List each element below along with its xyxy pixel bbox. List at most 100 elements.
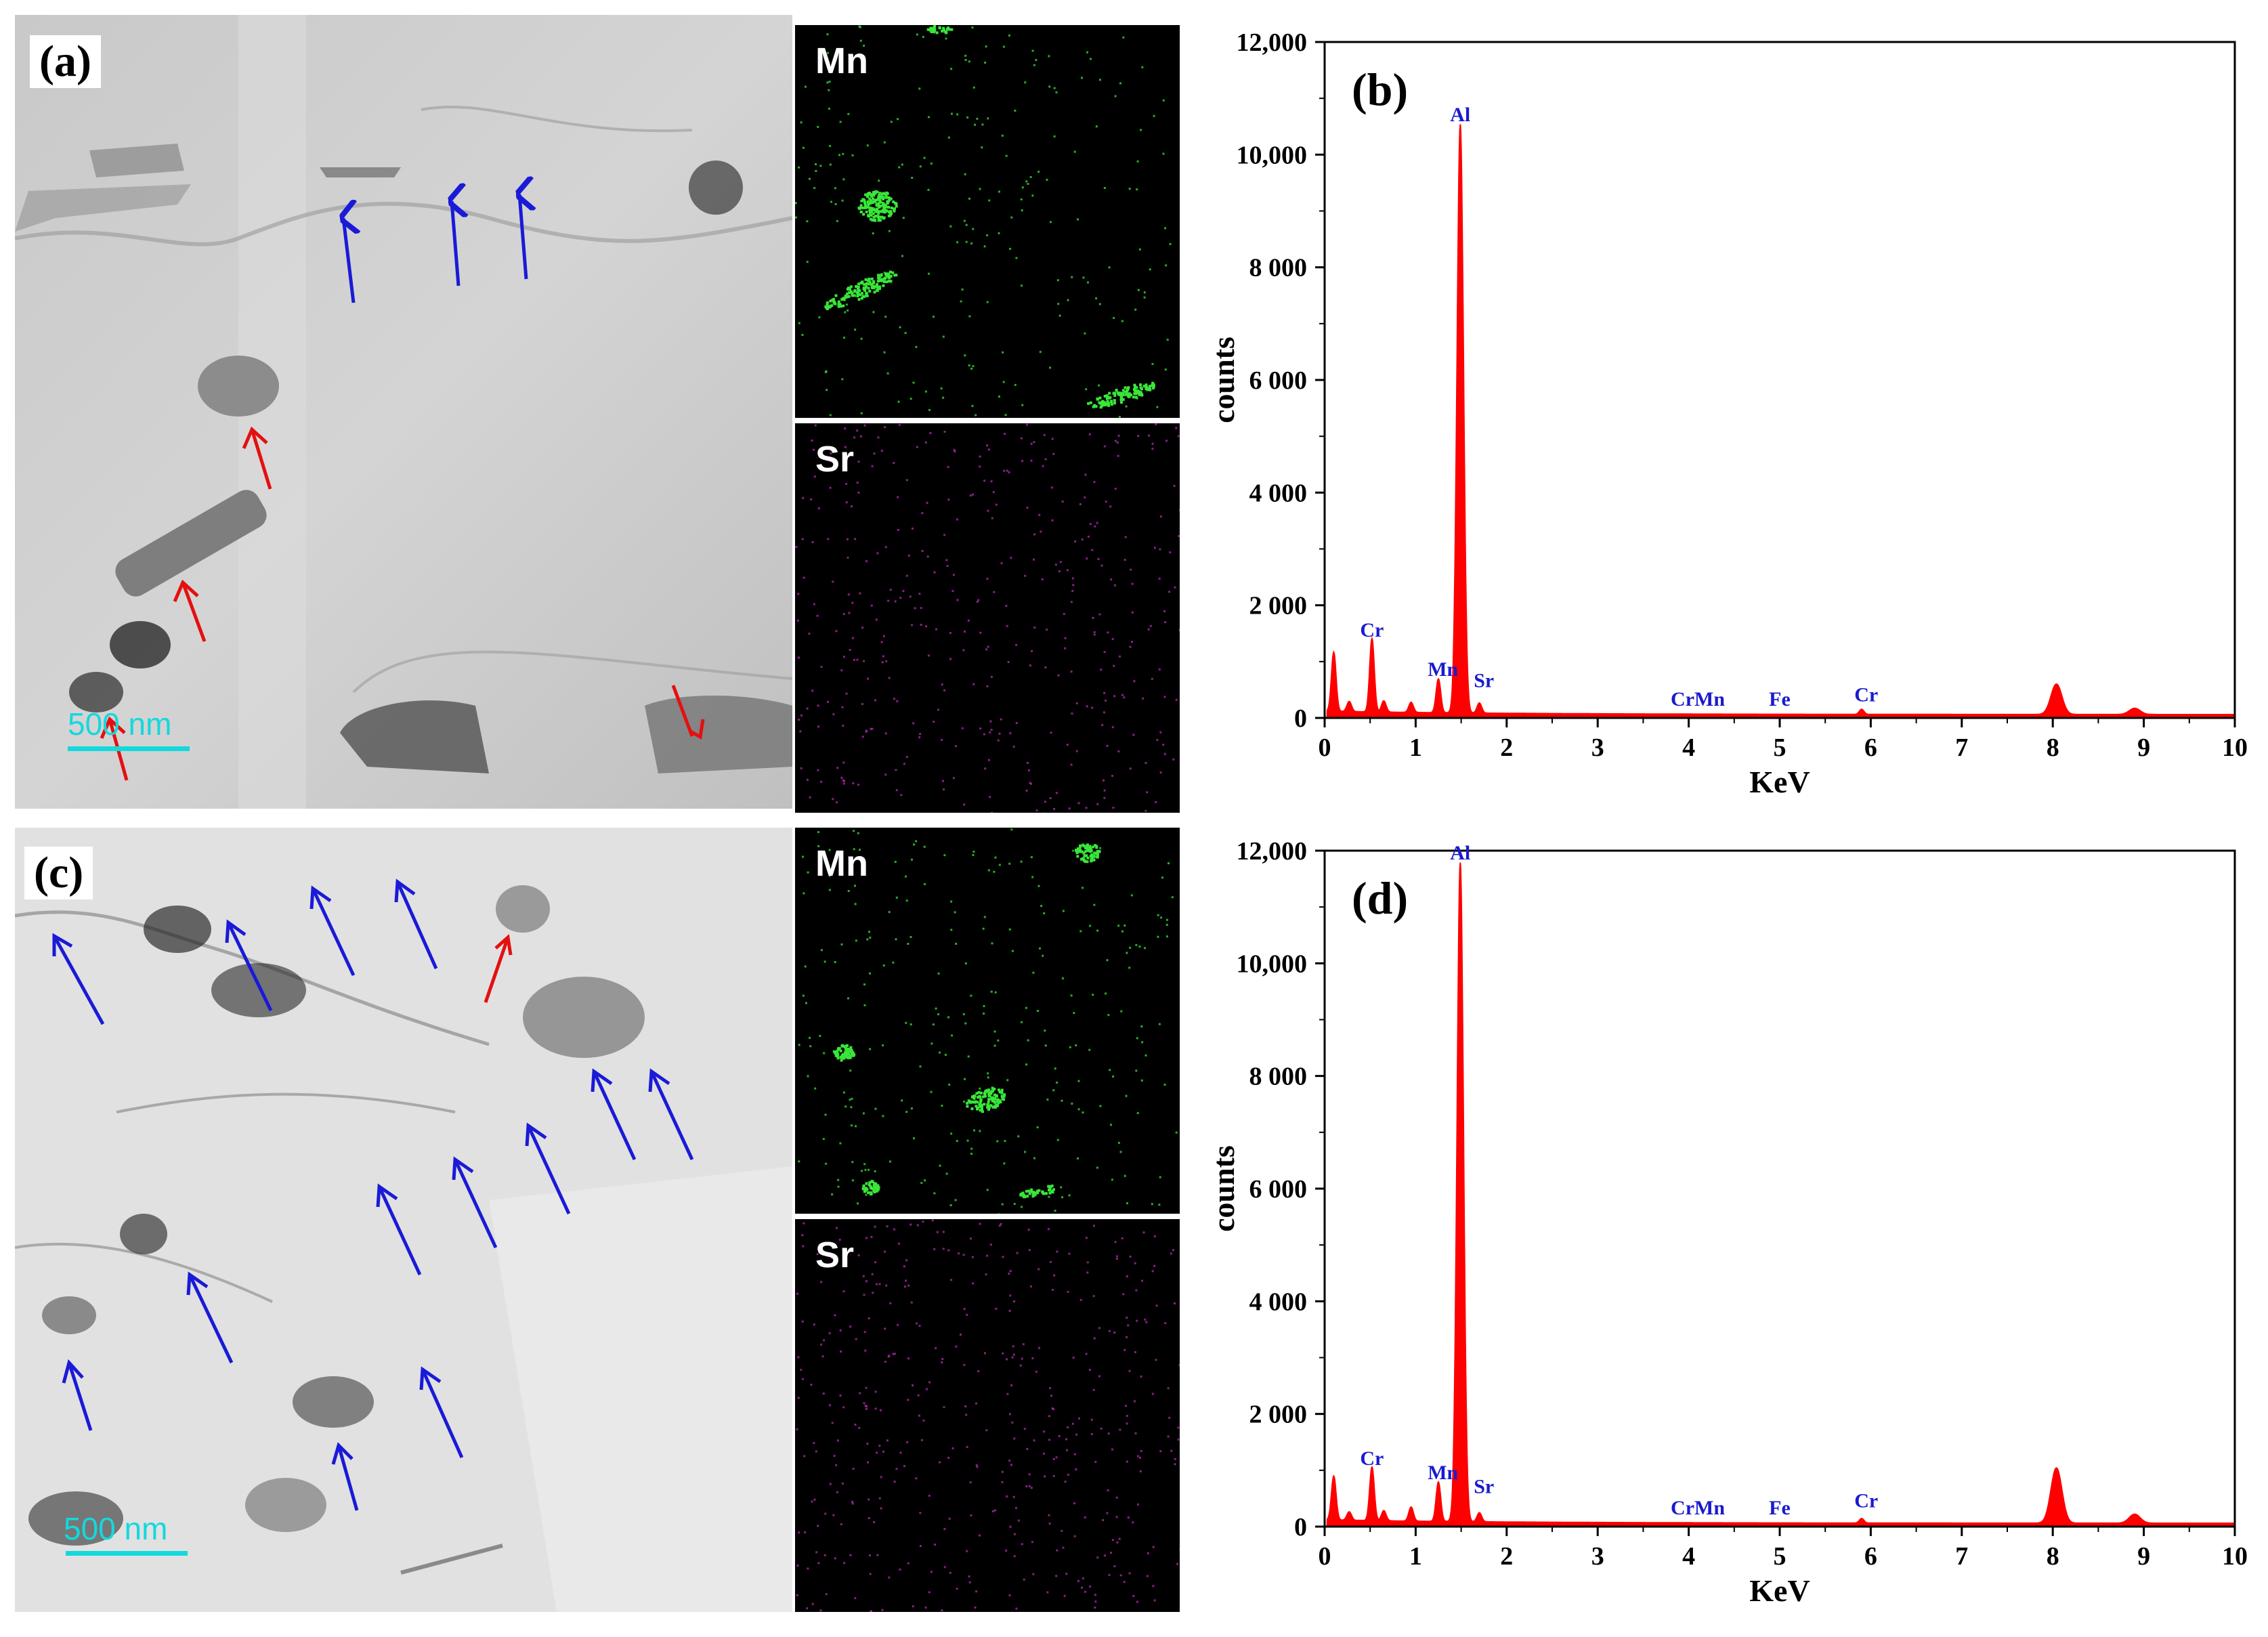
sr-distribution-a xyxy=(795,423,1180,813)
y-tick-label: 0 xyxy=(1294,1513,1307,1542)
element-map-mn-c: Mn xyxy=(795,828,1180,1214)
map-dots xyxy=(795,25,1172,418)
map-cluster xyxy=(926,25,954,35)
peak-label: Sr xyxy=(1474,670,1494,692)
blue-arrows-c xyxy=(52,878,694,1511)
x-tick-label: 6 xyxy=(1864,734,1877,762)
map-cluster xyxy=(1075,843,1101,864)
panel-label-a: (a) xyxy=(30,35,101,88)
x-tick-label: 7 xyxy=(1955,1542,1968,1571)
y-tick-label: 6 000 xyxy=(1249,1175,1308,1204)
scale-bar-a xyxy=(68,746,190,751)
y-tick-label: 2 000 xyxy=(1249,1401,1308,1429)
y-tick-label: 12,000 xyxy=(1237,28,1308,57)
y-tick-label: 2 000 xyxy=(1249,592,1308,620)
x-tick-label: 7 xyxy=(1955,734,1968,762)
map-cluster xyxy=(832,1044,856,1062)
y-tick-label: 8 000 xyxy=(1249,254,1308,282)
x-tick-label: 1 xyxy=(1409,734,1422,762)
map-cluster xyxy=(1087,381,1155,409)
spectrum-area xyxy=(1325,124,2235,719)
peak-label: Al xyxy=(1450,104,1470,126)
peak-label: Fe xyxy=(1769,688,1791,710)
peak-label: Mn xyxy=(1428,1462,1458,1484)
map-label-mn-c: Mn xyxy=(815,843,868,884)
map-dots xyxy=(798,828,1178,1214)
y-tick-label: 0 xyxy=(1294,704,1307,733)
map-dots xyxy=(796,1219,1180,1612)
map-cluster xyxy=(861,1180,880,1196)
x-axis-label: KeV xyxy=(1749,1573,1810,1608)
peak-label: Mn xyxy=(1428,658,1458,681)
scale-bar-c xyxy=(66,1551,188,1556)
blue-arrows-a xyxy=(343,194,526,303)
x-tick-label: 2 xyxy=(1500,734,1513,762)
map-cluster xyxy=(824,270,898,310)
x-tick-label: 3 xyxy=(1591,1542,1604,1571)
x-tick-label: 5 xyxy=(1774,734,1786,762)
panel-label: (b) xyxy=(1352,64,1408,115)
peak-label: Sr xyxy=(1474,1476,1494,1498)
map-dots xyxy=(795,423,1180,813)
x-tick-label: 8 xyxy=(2047,734,2059,762)
y-tick-label: 12,000 xyxy=(1237,837,1308,866)
x-tick-label: 6 xyxy=(1864,1542,1877,1571)
y-axis-label: counts xyxy=(1206,1145,1241,1232)
tem-micrograph-c xyxy=(15,828,792,1612)
peak-label: Fe xyxy=(1769,1497,1791,1519)
element-map-mn-a: Mn xyxy=(795,25,1180,418)
y-tick-label: 10,000 xyxy=(1237,141,1308,169)
x-tick-label: 4 xyxy=(1682,1542,1695,1571)
scale-bar-label-c: 500 nm xyxy=(64,1511,168,1546)
x-axis-label: KeV xyxy=(1749,765,1810,799)
map-label-sr-a: Sr xyxy=(815,439,855,480)
x-tick-label: 10 xyxy=(2222,1542,2248,1571)
spectrum-area xyxy=(1325,862,2235,1527)
x-tick-label: 0 xyxy=(1319,1542,1331,1571)
eds-spectrum-b: 0 1 2 3 4 5 6 7 8 9 10 0 2 000 4 000 6 000 8 000 10,000 1… xyxy=(1192,14,2262,820)
y-tick-label: 10,000 xyxy=(1237,950,1308,978)
peak-label: Cr xyxy=(1854,684,1878,706)
tem-image-c: (c) 500 nm xyxy=(15,828,792,1612)
x-tick-label: 10 xyxy=(2222,734,2248,762)
x-tick-label: 5 xyxy=(1774,1542,1786,1571)
peak-label: Cr xyxy=(1360,1447,1384,1470)
element-map-sr-a: Sr xyxy=(795,423,1180,813)
x-tick-label: 1 xyxy=(1409,1542,1422,1571)
x-tick-label: 8 xyxy=(2047,1542,2059,1571)
panel-label: (d) xyxy=(1352,872,1408,924)
sr-distribution-c xyxy=(796,1219,1180,1612)
peak-label: CrMn xyxy=(1671,688,1725,710)
x-tick-label: 3 xyxy=(1591,734,1604,762)
eds-spectrum-plot-d: 0 1 2 3 4 5 6 7 8 9 10 0 2 000 4 000 6 000 8 000 10,000 1… xyxy=(1206,837,2248,1608)
y-tick-label: 4 000 xyxy=(1249,1288,1308,1316)
map-cluster xyxy=(1019,1185,1055,1199)
peak-label: Cr xyxy=(1854,1489,1878,1512)
mn-distribution-c xyxy=(798,828,1178,1214)
scale-bar-label-a: 500 nm xyxy=(68,706,172,742)
y-tick-label: 8 000 xyxy=(1249,1063,1308,1091)
mn-distribution-a xyxy=(795,25,1172,418)
x-tick-label: 9 xyxy=(2137,1542,2150,1571)
peak-label: Al xyxy=(1450,842,1470,864)
x-tick-label: 9 xyxy=(2137,734,2150,762)
element-map-sr-c: Sr xyxy=(795,1219,1180,1612)
panel-label-c: (c) xyxy=(24,847,93,899)
x-tick-label: 0 xyxy=(1319,734,1331,762)
map-label-sr-c: Sr xyxy=(815,1235,855,1275)
x-tick-label: 2 xyxy=(1500,1542,1513,1571)
peak-label: Cr xyxy=(1360,619,1384,641)
eds-spectrum-plot-b: 0 1 2 3 4 5 6 7 8 9 10 0 2 000 4 000 6 000 8 000 10,000 1… xyxy=(1206,28,2248,799)
map-cluster xyxy=(857,190,898,222)
peak-label: CrMn xyxy=(1671,1497,1725,1519)
y-tick-label: 4 000 xyxy=(1249,479,1308,507)
eds-spectrum-d: 0 1 2 3 4 5 6 7 8 9 10 0 2 000 4 000 6 000 8 000 10,000 1… xyxy=(1192,822,2262,1628)
map-label-mn-a: Mn xyxy=(815,41,868,81)
map-cluster xyxy=(966,1086,1006,1113)
y-tick-label: 6 000 xyxy=(1249,366,1308,395)
tem-micrograph-a xyxy=(15,15,792,809)
x-tick-label: 4 xyxy=(1682,734,1695,762)
tem-image-a: (a) 500 nm xyxy=(15,15,792,809)
red-arrow-c xyxy=(484,934,513,1003)
y-axis-label: counts xyxy=(1206,337,1241,423)
